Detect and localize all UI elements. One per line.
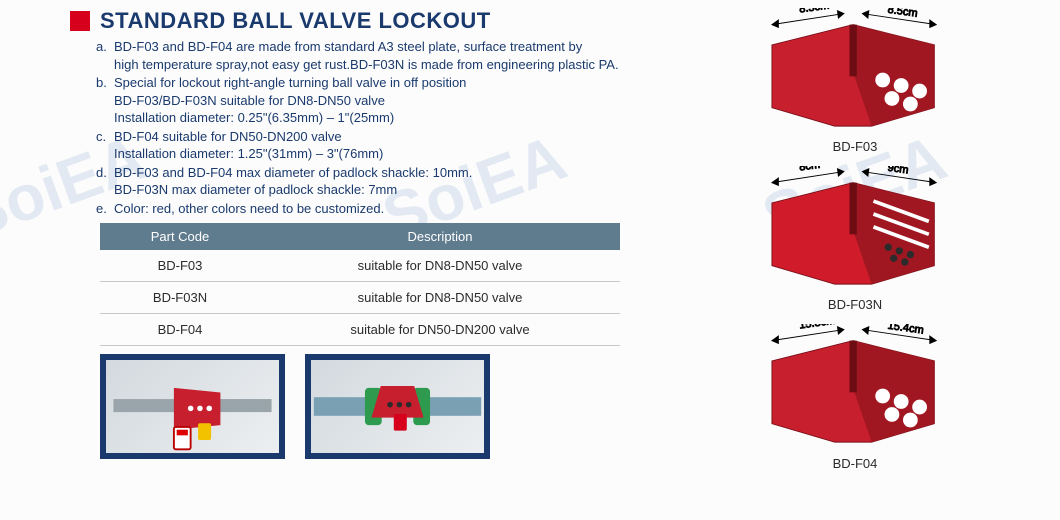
svg-text:8cm: 8cm: [798, 166, 820, 174]
content-column: STANDARD BALL VALVE LOCKOUT BD-F03 and B…: [70, 8, 690, 483]
spec-bullet: Color: red, other colors need to be cust…: [100, 200, 690, 218]
table-header-cell: Part Code: [100, 223, 260, 250]
spec-bullet: BD-F03 and BD-F04 are made from standard…: [100, 38, 690, 73]
application-photo-2: [305, 354, 490, 459]
photo-row: [100, 354, 690, 459]
product-figure: 8cm 9cm BD-F03N: [720, 166, 990, 312]
figure-label: BD-F03: [833, 139, 878, 154]
spec-bullet: BD-F03 and BD-F04 max diameter of padloc…: [100, 164, 690, 199]
svg-text:15.3cm: 15.3cm: [798, 324, 836, 332]
table-row: BD-F03suitable for DN8-DN50 valve: [100, 250, 620, 282]
figure-label: BD-F03N: [828, 297, 882, 312]
page-title: STANDARD BALL VALVE LOCKOUT: [100, 8, 491, 34]
title-marker-icon: [70, 11, 90, 31]
table-cell: BD-F03: [100, 250, 260, 282]
figures-column: 8.3cm 8.5cm BD-F03 8cm 9cm: [690, 8, 990, 483]
svg-text:9cm: 9cm: [887, 166, 909, 176]
table-cell: BD-F04: [100, 314, 260, 346]
spec-bullet: BD-F04 suitable for DN50-DN200 valveInst…: [100, 128, 690, 163]
figure-label: BD-F04: [833, 456, 878, 471]
product-figure: 8.3cm 8.5cm BD-F03: [720, 8, 990, 154]
part-table: Part CodeDescription BD-F03suitable for …: [100, 223, 620, 346]
title-row: STANDARD BALL VALVE LOCKOUT: [70, 8, 690, 34]
svg-text:15.4cm: 15.4cm: [887, 324, 925, 337]
spec-bullet-list: BD-F03 and BD-F04 are made from standard…: [100, 38, 690, 217]
spec-bullet: Special for lockout right-angle turning …: [100, 74, 690, 127]
table-row: BD-F03Nsuitable for DN8-DN50 valve: [100, 282, 620, 314]
table-row: BD-F04suitable for DN50-DN200 valve: [100, 314, 620, 346]
product-figure: 15.3cm 15.4cm BD-F04: [720, 324, 990, 470]
table-cell: suitable for DN8-DN50 valve: [260, 282, 620, 314]
table-header-cell: Description: [260, 223, 620, 250]
table-cell: suitable for DN50-DN200 valve: [260, 314, 620, 346]
table-cell: BD-F03N: [100, 282, 260, 314]
svg-text:8.3cm: 8.3cm: [798, 8, 830, 16]
application-photo-1: [100, 354, 285, 459]
table-cell: suitable for DN8-DN50 valve: [260, 250, 620, 282]
